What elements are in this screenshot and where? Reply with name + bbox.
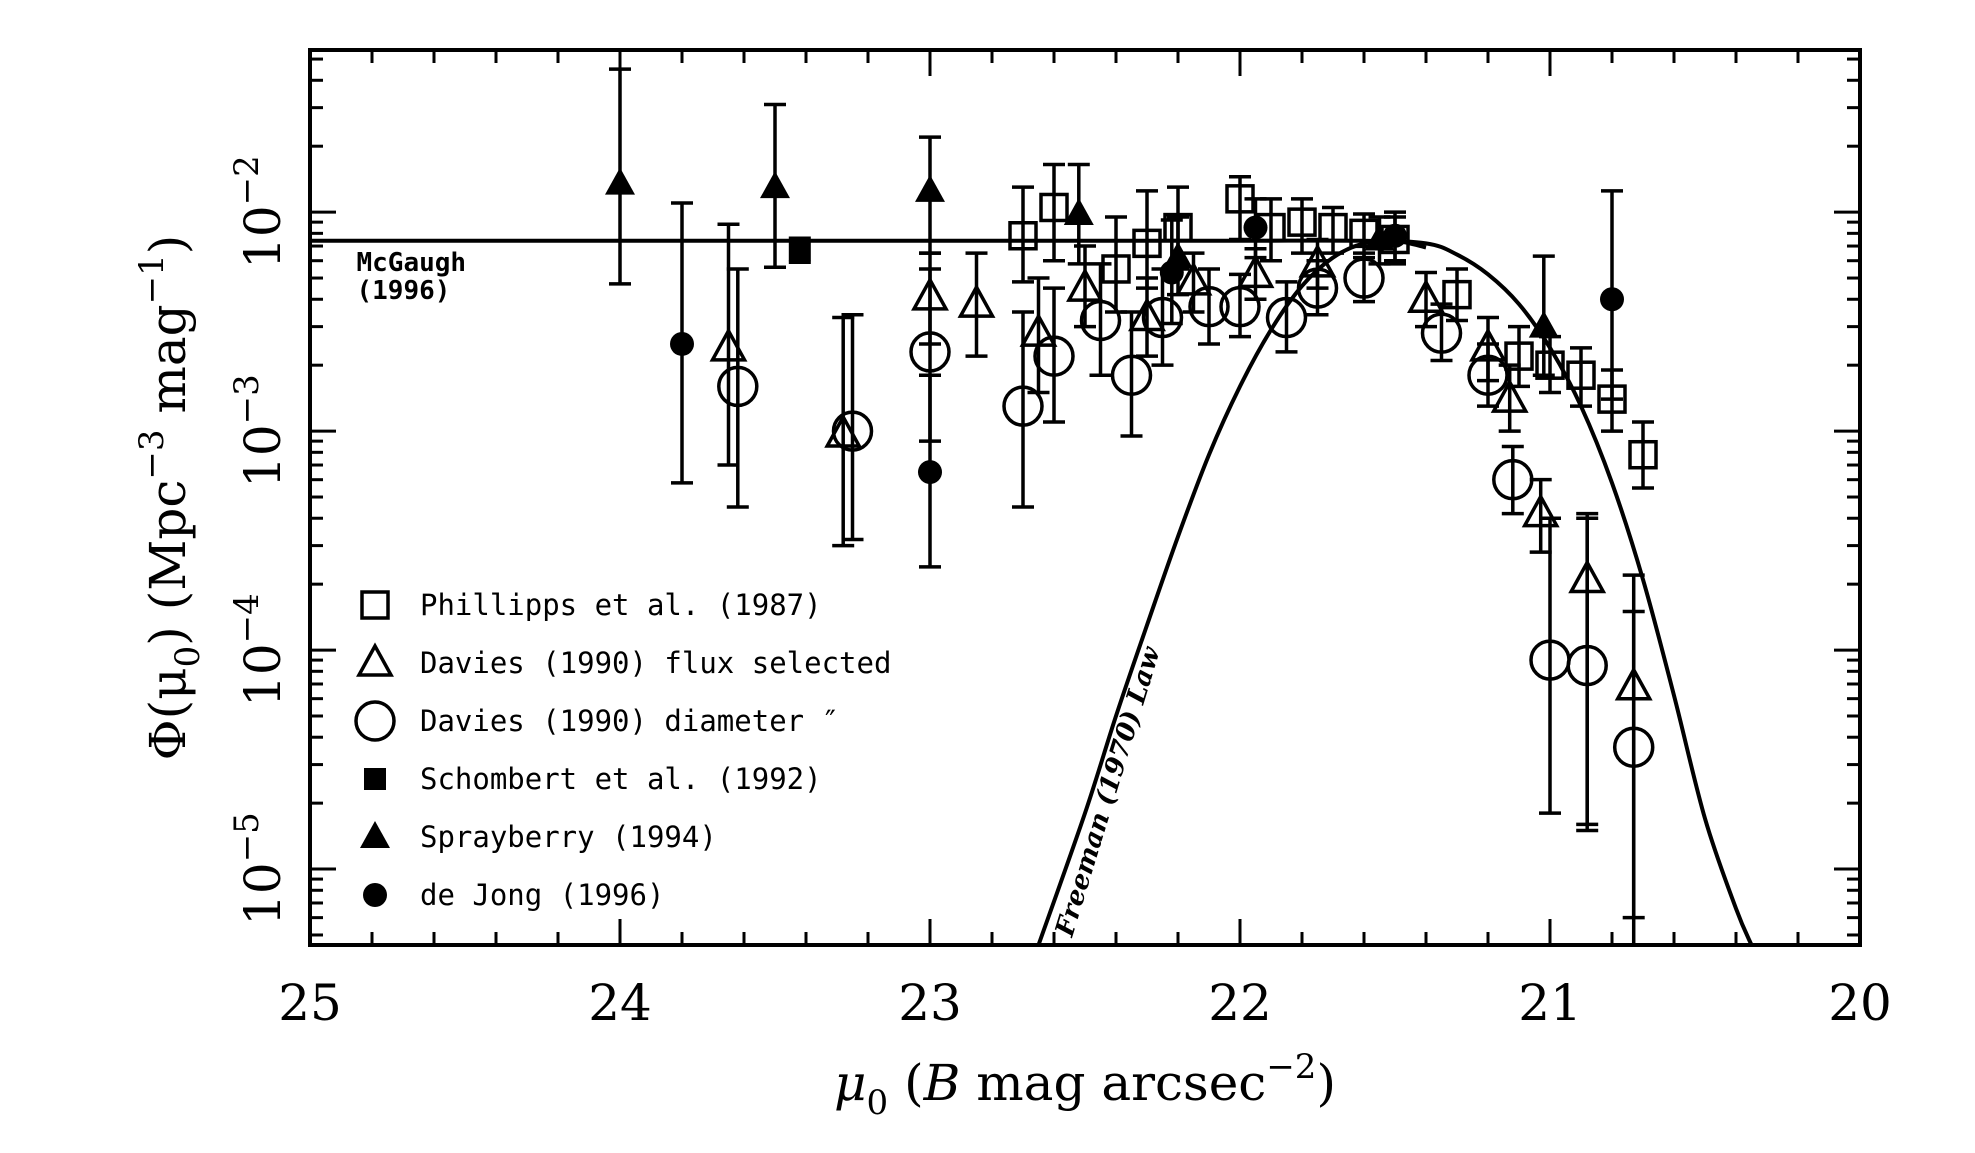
svg-text:10−2: 10−2	[227, 155, 292, 269]
data-point	[1132, 228, 1162, 259]
series-open-circle	[717, 251, 1655, 947]
data-point	[1219, 285, 1261, 328]
data-point	[1612, 726, 1655, 768]
data-point	[1566, 644, 1608, 687]
data-point	[1521, 492, 1560, 528]
legend-label: Phillipps et al. (1987)	[420, 588, 822, 622]
data-point	[909, 331, 951, 373]
legend-label: de Jong (1996)	[420, 878, 664, 912]
data-point	[1008, 221, 1038, 251]
data-point	[1535, 350, 1565, 380]
y-tick-label: 10−2	[227, 155, 292, 269]
freeman-label: Freeman (1970) Law	[1050, 642, 1167, 941]
data-point	[605, 167, 635, 195]
legend-marker	[363, 883, 387, 907]
legend-marker	[356, 642, 394, 677]
svg-text:10−5: 10−5	[227, 812, 292, 926]
data-point	[1002, 385, 1044, 427]
mcgaugh-label: McGaugh	[357, 248, 467, 278]
mcgaugh-curve	[310, 238, 1754, 945]
data-point	[1628, 439, 1658, 470]
legend: Phillipps et al. (1987) Davies (1990) flu…	[354, 588, 891, 912]
data-point	[1188, 285, 1230, 328]
legend-marker	[364, 768, 386, 790]
x-tick-label: 23	[898, 974, 962, 1032]
data-point	[1265, 296, 1308, 339]
y-tick-label: 10−3	[227, 374, 292, 488]
legend-marker	[360, 590, 390, 620]
x-tick-label: 22	[1208, 974, 1272, 1032]
svg-text:Φ(μ0) (Mpc−3 mag−1): Φ(μ0) (Mpc−3 mag−1)	[132, 235, 208, 761]
svg-text:10−3: 10−3	[227, 374, 292, 488]
data-point	[1287, 207, 1317, 237]
data-point	[1318, 212, 1348, 243]
legend-marker	[360, 821, 390, 848]
data-point	[1101, 254, 1131, 284]
data-point	[1492, 458, 1534, 501]
data-point	[915, 174, 945, 202]
y-axis-title: Φ(μ0) (Mpc−3 mag−1)	[132, 235, 208, 761]
data-point	[1039, 192, 1069, 223]
mcgaugh-label-year: (1996)	[357, 276, 451, 306]
data-point	[717, 365, 759, 408]
series-filled-circle	[670, 189, 1624, 569]
x-tick-label: 21	[1518, 974, 1582, 1032]
data-point	[1442, 279, 1472, 310]
data-point	[1420, 312, 1463, 354]
x-axis-title: μ0 (B mag arcsec−2)	[834, 1047, 1336, 1123]
legend-marker	[354, 700, 396, 742]
y-tick-label: 10−4	[227, 593, 292, 707]
legend-label: Sprayberry (1994)	[420, 820, 717, 854]
data-point	[1063, 198, 1094, 226]
data-point	[1296, 267, 1339, 309]
data-point	[1141, 296, 1184, 339]
data-point	[1600, 287, 1624, 312]
data-point	[1236, 253, 1275, 289]
series-open-square	[1008, 162, 1658, 490]
data-point	[760, 171, 790, 199]
data-point	[918, 460, 942, 485]
svg-text:10−4: 10−4	[227, 593, 292, 707]
data-point	[831, 410, 874, 452]
data-point	[1528, 310, 1559, 338]
data-point	[788, 239, 811, 262]
data-point	[670, 331, 694, 356]
data-point	[1504, 341, 1534, 371]
data-point	[1110, 354, 1153, 396]
legend-label: Schombert et al. (1992)	[420, 762, 822, 796]
data-point	[1033, 335, 1075, 377]
data-point	[1566, 360, 1596, 390]
legend-label: Davies (1990) diameter ″	[420, 704, 839, 738]
y-tick-label: 10−5	[227, 812, 292, 926]
series-filled-square	[788, 236, 811, 265]
axis-labels: McGaugh(1996) Freeman (1970) Law μ0 (B mag…	[132, 235, 1336, 1123]
data-point	[1383, 223, 1407, 248]
x-tick-label: 25	[278, 974, 342, 1032]
x-tick-label: 24	[588, 974, 652, 1032]
data-point	[1407, 278, 1445, 314]
data-point	[1343, 257, 1385, 299]
x-tick-label: 20	[1828, 974, 1892, 1032]
data-point	[1159, 260, 1184, 285]
data-point	[1467, 354, 1509, 396]
legend-label: Davies (1990) flux selected	[420, 646, 891, 680]
data-point	[1079, 299, 1122, 342]
data-point	[957, 283, 996, 318]
data-point	[1243, 215, 1268, 240]
data-point	[1490, 378, 1529, 413]
plot-points	[605, 67, 1658, 947]
plot-axes: 25 24 23 22 21 20 10−5 10−4 10−3 10−2	[227, 48, 1892, 1032]
data-point	[1066, 267, 1104, 302]
